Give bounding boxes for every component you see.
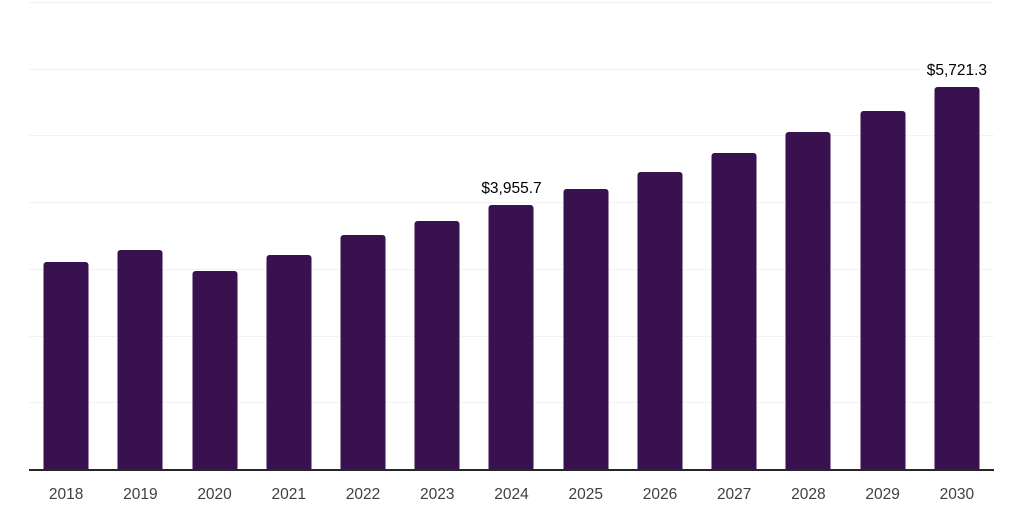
data-label-2030: $5,721.3 [926,62,988,80]
x-axis-label-2019: 2019 [123,486,158,503]
x-axis-label-2023: 2023 [420,486,455,503]
bar-2018 [43,262,89,469]
bar-2024 [488,205,534,469]
bar-2027 [711,153,757,469]
x-axis-label-2028: 2028 [791,486,826,503]
bar-slot-2028 [771,2,845,469]
gridline [29,135,994,137]
bar-slot-2022 [326,2,400,469]
x-axis-labels: 2018 2019 2020 2021 2022 2023 2024 2025 2026 2027… [29,484,994,506]
bar-2028 [785,131,831,469]
x-axis-label-2022: 2022 [345,486,381,503]
bar-slot-2030: $5,721.3 [920,2,994,469]
gridline [29,202,994,204]
x-axis-label-2026: 2026 [642,486,678,503]
x-axis-label-2020: 2020 [197,486,232,503]
x-axis-label-2025: 2025 [568,486,603,503]
x-axis-label-2027: 2027 [716,486,752,503]
gridline [29,2,994,3]
bar-2029 [860,110,906,469]
bar-2020 [192,271,238,469]
data-label-2024: $3,955.7 [481,180,542,198]
bar-2021 [266,255,312,469]
bar-2026 [637,171,683,469]
bar-2030 [934,87,980,469]
bar-slot-2024: $3,955.7 [474,2,548,469]
x-axis-line [29,469,994,471]
bar-2025 [563,188,609,469]
x-axis-label-2018: 2018 [48,486,84,503]
bar-slot-2018 [29,2,103,469]
x-axis-label-2029: 2029 [865,486,900,503]
bar-slot-2029 [846,2,920,469]
gridline [29,68,994,70]
x-axis-label-2021: 2021 [271,486,307,503]
bar-2022 [340,235,386,469]
bar-slot-2023 [400,2,474,469]
plot-area: $3,955.7 $5,721.3 [29,2,994,469]
bar-slot-2021 [252,2,326,469]
x-axis-label-2024: 2024 [494,486,529,503]
bar-2023 [414,220,460,469]
x-axis-label-2030: 2030 [939,486,975,503]
bar-slot-2027 [697,2,771,469]
bar-2019 [117,250,163,469]
bar-slot-2025 [549,2,623,469]
bar-slot-2020 [177,2,251,469]
bar-slot-2019 [103,2,177,469]
bar-slot-2026 [623,2,697,469]
